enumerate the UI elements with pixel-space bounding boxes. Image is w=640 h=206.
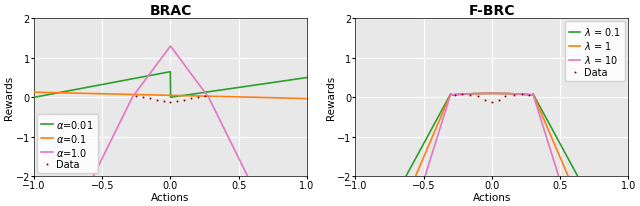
Point [138, 96, 148, 99]
Point [152, 99, 162, 102]
Point [516, 93, 527, 96]
X-axis label: Actions: Actions [473, 192, 511, 202]
Point [200, 95, 210, 98]
Point [473, 95, 483, 98]
Point [524, 94, 534, 97]
Y-axis label: Rewards: Rewards [4, 76, 14, 120]
Point [450, 94, 460, 97]
Point [493, 99, 504, 102]
Point [193, 96, 203, 99]
X-axis label: Actions: Actions [151, 192, 189, 202]
Title: BRAC: BRAC [149, 4, 191, 18]
Legend: $\alpha$=0.01, $\alpha$=0.1, $\alpha$=1.0, Data: $\alpha$=0.01, $\alpha$=0.1, $\alpha$=1.… [37, 114, 98, 173]
Point [186, 97, 196, 101]
Point [480, 99, 490, 102]
Point [500, 95, 511, 98]
Legend: $\lambda$ = 0.1, $\lambda$ = 1, $\lambda$ = 10, Data: $\lambda$ = 0.1, $\lambda$ = 1, $\lambda… [565, 22, 625, 81]
Point [159, 100, 169, 103]
Point [509, 94, 519, 97]
Title: F-BRC: F-BRC [468, 4, 515, 18]
Point [165, 101, 175, 105]
Point [457, 93, 467, 96]
Point [465, 94, 475, 97]
Y-axis label: Rewards: Rewards [326, 76, 335, 120]
Point [145, 97, 155, 101]
Point [487, 101, 497, 105]
Point [172, 100, 182, 103]
Point [179, 99, 189, 102]
Point [131, 95, 141, 98]
